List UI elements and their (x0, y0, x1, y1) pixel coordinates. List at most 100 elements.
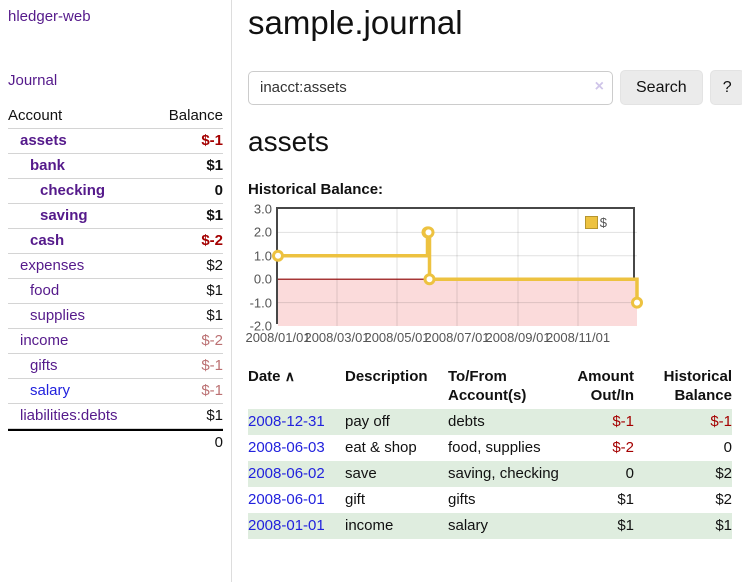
page-title: sample.journal (248, 4, 463, 41)
account-link-assets[interactable]: assets (20, 132, 67, 149)
account-row: saving $1 (8, 204, 223, 229)
x-axis-tick-label: 2008/09/01 (485, 330, 551, 345)
y-axis-tick-label: -1.0 (249, 295, 272, 311)
balance-column-header: Historical Balance (663, 368, 732, 404)
account-link-cash[interactable]: cash (30, 232, 65, 249)
balance-column-header: Balance (151, 104, 223, 129)
transaction-balance: $2 (715, 465, 732, 482)
transaction-date-link[interactable]: 2008-06-03 (248, 439, 325, 456)
transaction-description: income (345, 517, 394, 534)
register-row: 2008-01-01 income salary $1 $1 (248, 513, 732, 539)
main-content: sample.journal × Search ? assets Histori… (245, 0, 742, 539)
account-balance: $-2 (151, 329, 223, 354)
account-row: cash $-2 (8, 229, 223, 254)
help-button[interactable]: ? (709, 70, 742, 105)
account-column-header: Account (8, 104, 152, 129)
account-link-saving[interactable]: saving (40, 207, 88, 224)
transaction-amount: $1 (617, 491, 634, 508)
y-axis-tick-label: 2.0 (253, 224, 272, 240)
account-row: checking 0 (8, 179, 223, 204)
account-balance: $2 (151, 254, 223, 279)
transaction-date-link[interactable]: 2008-06-01 (248, 491, 325, 508)
account-link-income[interactable]: income (20, 332, 69, 349)
account-row: bank $1 (8, 154, 223, 179)
register-row: 2008-06-03 eat & shop food, supplies $-2… (248, 435, 732, 461)
transaction-description: save (345, 465, 377, 482)
sidebar-item-journal[interactable]: Journal (8, 72, 58, 89)
transaction-amount: $-1 (612, 413, 634, 430)
accounts-table: Account Balance assets $-1 bank $1 check… (8, 104, 223, 455)
account-row: assets $-1 (8, 129, 223, 154)
transaction-balance: 0 (723, 439, 732, 456)
account-balance: $-1 (151, 379, 223, 404)
y-axis-tick-label: -2.0 (249, 318, 272, 334)
account-link-expenses[interactable]: expenses (20, 257, 85, 274)
account-row: liabilities:debts $1 (8, 404, 223, 429)
account-balance: 0 (151, 179, 223, 204)
transaction-accounts: food, supplies (448, 439, 541, 456)
account-row: salary $-1 (8, 379, 223, 404)
account-balance: $1 (151, 204, 223, 229)
transaction-accounts: debts (448, 413, 485, 430)
transaction-description: pay off (345, 413, 390, 430)
search-input[interactable] (248, 70, 613, 105)
account-link-liabilities-debts[interactable]: liabilities:debts (20, 407, 118, 424)
y-axis-tick-label: 3.0 (253, 201, 272, 217)
transaction-balance: $1 (715, 517, 732, 534)
x-axis-tick-label: 2008/01/01 (245, 330, 311, 345)
accounts-total-row: 0 (8, 429, 223, 455)
accounts-column-header: To/From Account(s) (448, 368, 527, 404)
transaction-description: eat & shop (345, 439, 417, 456)
sidebar: hledger-web Journal Account Balance asse… (0, 0, 232, 582)
account-link-bank[interactable]: bank (30, 157, 66, 174)
accounts-total-value: 0 (151, 429, 223, 455)
x-axis-tick-label: 2008/03/01 (304, 330, 370, 345)
account-row: gifts $-1 (8, 354, 223, 379)
transaction-amount: $-2 (612, 439, 634, 456)
register-row: 2008-12-31 pay off debts $-1 $-1 (248, 409, 732, 435)
account-link-gifts[interactable]: gifts (30, 357, 58, 374)
amount-column-header: Amount Out/In (577, 368, 634, 404)
date-column-header[interactable]: Date ∧ (248, 368, 295, 385)
account-balance: $1 (151, 404, 223, 429)
transaction-accounts: salary (448, 517, 489, 534)
legend-label: $ (599, 215, 607, 230)
transaction-date-link[interactable]: 2008-01-01 (248, 517, 325, 534)
transaction-accounts: gifts (448, 491, 476, 508)
transaction-accounts: saving, checking (448, 465, 559, 482)
historical-balance-chart: 3.0 2.0 1.0 0.0 -1.0 -2.0 $ 2008/01/01 2008/03… (245, 203, 643, 347)
brand-link[interactable]: hledger-web (8, 8, 91, 25)
transaction-amount: $1 (617, 517, 634, 534)
account-balance: $1 (151, 154, 223, 179)
transaction-balance: $2 (715, 491, 732, 508)
register-table: Date ∧ Description To/From Account(s) Am… (248, 364, 732, 539)
account-row: income $-2 (8, 329, 223, 354)
account-link-salary[interactable]: salary (30, 382, 71, 399)
register-row: 2008-06-02 save saving, checking 0 $2 (248, 461, 732, 487)
transaction-date-link[interactable]: 2008-06-02 (248, 465, 325, 482)
x-axis-tick-label: 2008/11/01 (545, 330, 611, 345)
sort-asc-icon: ∧ (284, 368, 295, 384)
account-link-checking[interactable]: checking (40, 182, 106, 199)
transaction-date-link[interactable]: 2008-12-31 (248, 413, 325, 430)
account-link-supplies[interactable]: supplies (30, 307, 86, 324)
chart-plot-area: $ (272, 207, 643, 326)
account-balance: $-2 (151, 229, 223, 254)
legend-swatch-icon (584, 216, 598, 229)
clear-search-icon[interactable]: × (594, 77, 604, 95)
transaction-description: gift (345, 491, 366, 508)
chart-title: Historical Balance: (248, 181, 384, 198)
register-header-row: Date ∧ Description To/From Account(s) Am… (248, 364, 732, 409)
y-axis-tick-label: 1.0 (253, 248, 272, 264)
transaction-amount: 0 (625, 465, 634, 482)
y-axis-tick-label: 0.0 (253, 271, 272, 287)
account-link-food[interactable]: food (30, 282, 60, 299)
x-axis-tick-label: 2008/05/01 (364, 330, 430, 345)
account-row: expenses $2 (8, 254, 223, 279)
account-balance: $-1 (151, 354, 223, 379)
x-axis-tick-label: 2008/07/01 (424, 330, 490, 345)
search-button[interactable]: Search (620, 70, 703, 105)
chart-canvas (272, 209, 643, 326)
search-form: × Search ? (248, 70, 742, 105)
